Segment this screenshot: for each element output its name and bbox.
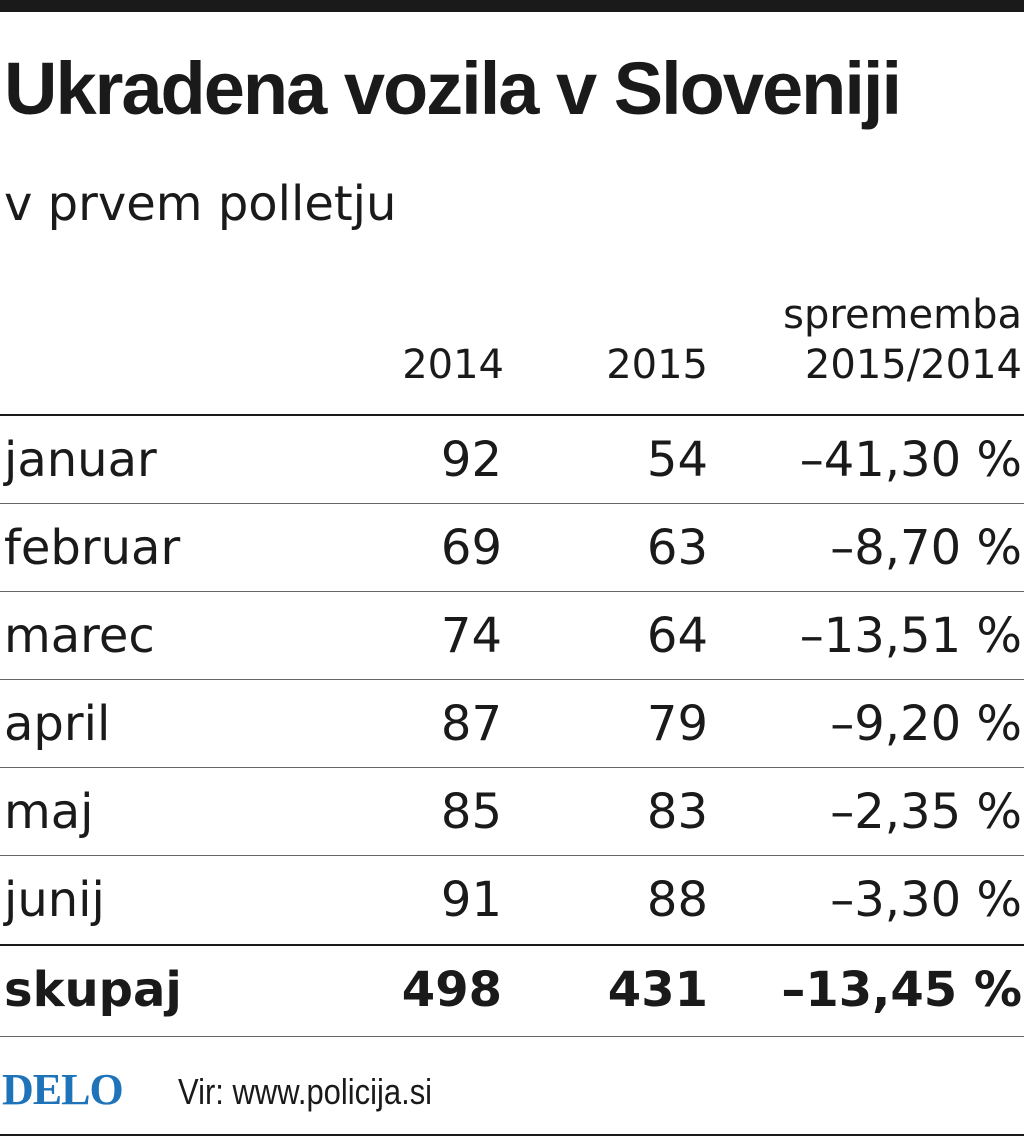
value-2014-cell: 85 [440,784,502,840]
table-row: april 87 79 –9,20 % [0,680,1024,768]
change-cell: –2,35 % [830,784,1022,840]
change-cell: –3,30 % [830,872,1022,928]
month-cell: marec [4,608,155,664]
total-rule [0,944,1024,946]
total-row: skupaj 498 431 –13,45 % [0,946,1024,1034]
value-2014-cell: 91 [440,872,502,928]
page-title: Ukradena vozila v Sloveniji [4,47,902,130]
total-2015-cell: 431 [607,962,708,1018]
footer: DELO Vir: www.policija.si [0,1060,1024,1120]
value-2015-cell: 83 [646,784,708,840]
page-subtitle: v prvem polletju [4,176,397,232]
total-label: skupaj [4,962,182,1018]
total-2014-cell: 498 [401,962,502,1018]
header-change-line1: sprememba [783,292,1022,338]
value-2015-cell: 64 [646,608,708,664]
value-2014-cell: 92 [440,432,502,488]
value-2015-cell: 63 [646,520,708,576]
row-divider [0,767,1024,768]
source-credit: Vir: www.policija.si [178,1071,433,1112]
month-cell: maj [4,784,94,840]
header-2015: 2015 [606,342,708,388]
table-row: maj 85 83 –2,35 % [0,768,1024,856]
top-bar [0,0,1024,12]
header-rule [0,414,1024,416]
row-divider [0,855,1024,856]
table-row: junij 91 88 –3,30 % [0,856,1024,944]
table-row: januar 92 54 –41,30 % [0,416,1024,504]
value-2014-cell: 87 [440,696,502,752]
change-cell: –8,70 % [830,520,1022,576]
header-change-line2: 2015/2014 [804,342,1022,388]
month-cell: april [4,696,111,752]
value-2014-cell: 74 [440,608,502,664]
row-divider [0,591,1024,592]
delo-logo: DELO [2,1065,124,1114]
change-cell: –13,51 % [799,608,1022,664]
table-row: februar 69 63 –8,70 % [0,504,1024,592]
value-2015-cell: 88 [646,872,708,928]
row-divider [0,503,1024,504]
value-2014-cell: 69 [440,520,502,576]
row-divider [0,679,1024,680]
table-row: marec 74 64 –13,51 % [0,592,1024,680]
change-cell: –9,20 % [830,696,1022,752]
bottom-line [0,1134,1024,1136]
month-cell: februar [4,520,181,576]
total-change-cell: –13,45 % [781,962,1022,1018]
month-cell: januar [4,432,157,488]
value-2015-cell: 54 [646,432,708,488]
change-cell: –41,30 % [799,432,1022,488]
footer-rule [0,1036,1024,1037]
header-2014: 2014 [402,342,504,388]
month-cell: junij [4,872,105,928]
value-2015-cell: 79 [646,696,708,752]
